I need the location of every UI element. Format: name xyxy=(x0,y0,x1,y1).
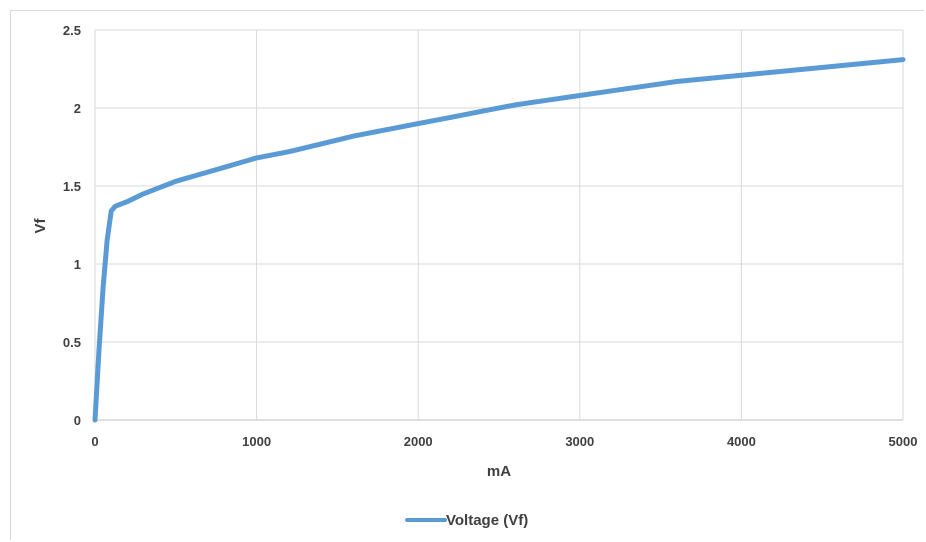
chart-frame xyxy=(10,10,924,540)
legend: Voltage (Vf) xyxy=(405,512,528,529)
y-tick-label: 2 xyxy=(74,101,81,116)
x-axis-title: mA xyxy=(487,463,511,480)
y-tick-label: 0.5 xyxy=(63,335,81,350)
x-tick-label: 1000 xyxy=(242,434,271,449)
gridlines xyxy=(94,29,904,421)
series-line-voltage xyxy=(92,57,906,423)
legend-label: Voltage (Vf) xyxy=(446,512,528,529)
y-axis-title: Vf xyxy=(32,217,49,233)
y-tick-labels: 0 0.5 1 1.5 2 2.5 xyxy=(63,23,81,428)
series-layer xyxy=(92,57,906,423)
x-tick-label: 0 xyxy=(91,434,98,449)
x-tick-label: 5000 xyxy=(889,434,918,449)
x-tick-label: 2000 xyxy=(404,434,433,449)
x-tick-label: 3000 xyxy=(565,434,594,449)
y-tick-label: 0 xyxy=(74,413,81,428)
y-tick-label: 1 xyxy=(74,257,81,272)
x-tick-label: 4000 xyxy=(727,434,756,449)
x-tick-labels: 0 1000 2000 3000 4000 5000 xyxy=(91,434,917,449)
y-tick-label: 1.5 xyxy=(63,179,81,194)
y-tick-label: 2.5 xyxy=(63,23,81,38)
